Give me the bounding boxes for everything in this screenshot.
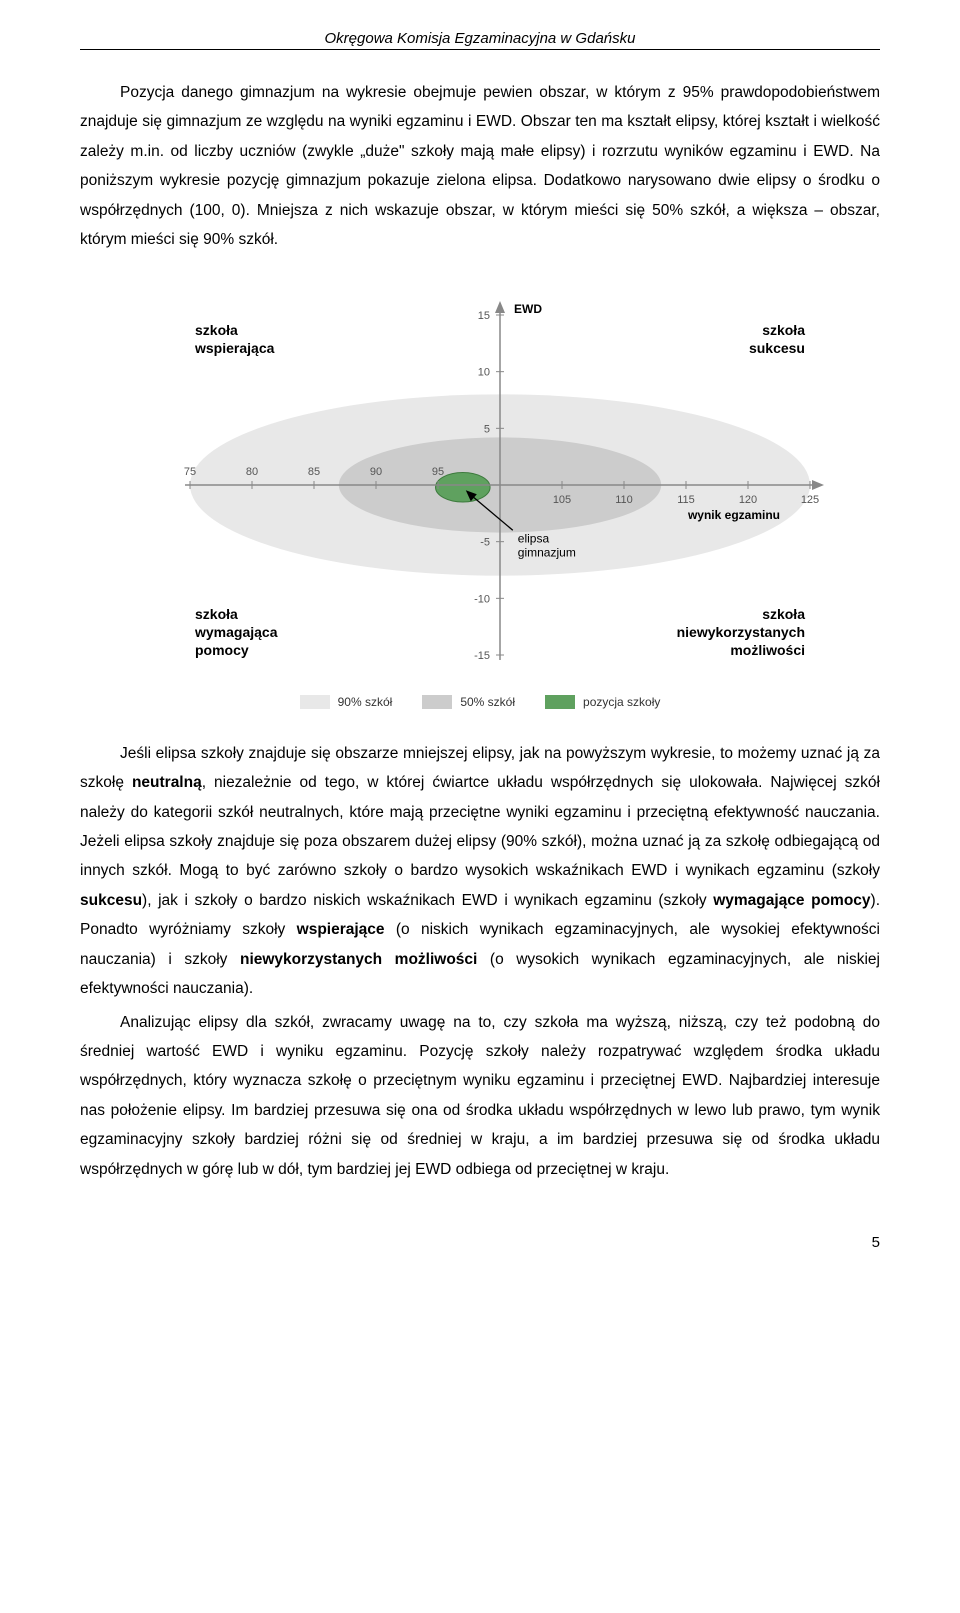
- svg-text:120: 120: [739, 494, 757, 506]
- legend-school-label: pozycja szkoły: [583, 695, 660, 709]
- svg-text:wspierająca: wspierająca: [194, 340, 275, 356]
- svg-text:5: 5: [484, 423, 490, 435]
- svg-text:pomocy: pomocy: [195, 642, 249, 658]
- legend-90-label: 90% szkół: [338, 695, 393, 709]
- svg-text:110: 110: [615, 494, 633, 506]
- svg-text:sukcesu: sukcesu: [749, 340, 805, 356]
- svg-text:95: 95: [432, 466, 444, 478]
- svg-text:-10: -10: [474, 593, 490, 605]
- svg-text:szkoła: szkoła: [762, 322, 805, 338]
- chart-legend: 90% szkół 50% szkół pozycja szkoły: [130, 695, 830, 709]
- svg-text:możliwości: możliwości: [730, 642, 805, 658]
- svg-text:10: 10: [478, 366, 490, 378]
- svg-text:szkoła: szkoła: [195, 322, 238, 338]
- legend-50-label: 50% szkół: [460, 695, 515, 709]
- svg-text:80: 80: [246, 466, 258, 478]
- legend-50: 50% szkół: [422, 695, 515, 709]
- legend-90: 90% szkół: [300, 695, 393, 709]
- svg-text:85: 85: [308, 466, 320, 478]
- para-1: Pozycja danego gimnazjum na wykresie obe…: [80, 78, 880, 255]
- svg-text:75: 75: [184, 466, 196, 478]
- svg-text:-5: -5: [480, 536, 490, 548]
- svg-text:115: 115: [677, 494, 695, 506]
- svg-text:105: 105: [553, 494, 571, 506]
- svg-text:EWD: EWD: [514, 302, 542, 316]
- ewd-chart: 75 80 85 90 95 105 110 115 120 125 -15 -10 -5 5 10 15 EW…: [130, 285, 830, 709]
- intro-paragraph: Pozycja danego gimnazjum na wykresie obe…: [80, 78, 880, 255]
- para-3: Analizując elipsy dla szkół, zwracamy uw…: [80, 1008, 880, 1185]
- page-number: 5: [80, 1234, 880, 1251]
- svg-text:-15: -15: [474, 650, 490, 662]
- svg-text:szkoła: szkoła: [762, 606, 805, 622]
- para-2: Jeśli elipsa szkoły znajduje się obszarz…: [80, 739, 880, 1004]
- svg-text:niewykorzystanych: niewykorzystanych: [677, 624, 805, 640]
- svg-text:wymagająca: wymagająca: [194, 624, 278, 640]
- svg-text:szkoła: szkoła: [195, 606, 238, 622]
- svg-text:125: 125: [801, 494, 819, 506]
- legend-school: pozycja szkoły: [545, 695, 660, 709]
- svg-text:15: 15: [478, 310, 490, 322]
- svg-text:gimnazjum: gimnazjum: [518, 545, 576, 559]
- page-header: Okręgowa Komisja Egzaminacyjna w Gdańsku: [80, 30, 880, 50]
- svg-text:elipsa: elipsa: [518, 531, 550, 545]
- svg-text:wynik egzaminu: wynik egzaminu: [687, 508, 780, 522]
- svg-text:90: 90: [370, 466, 382, 478]
- analysis-paragraphs: Jeśli elipsa szkoły znajduje się obszarz…: [80, 739, 880, 1185]
